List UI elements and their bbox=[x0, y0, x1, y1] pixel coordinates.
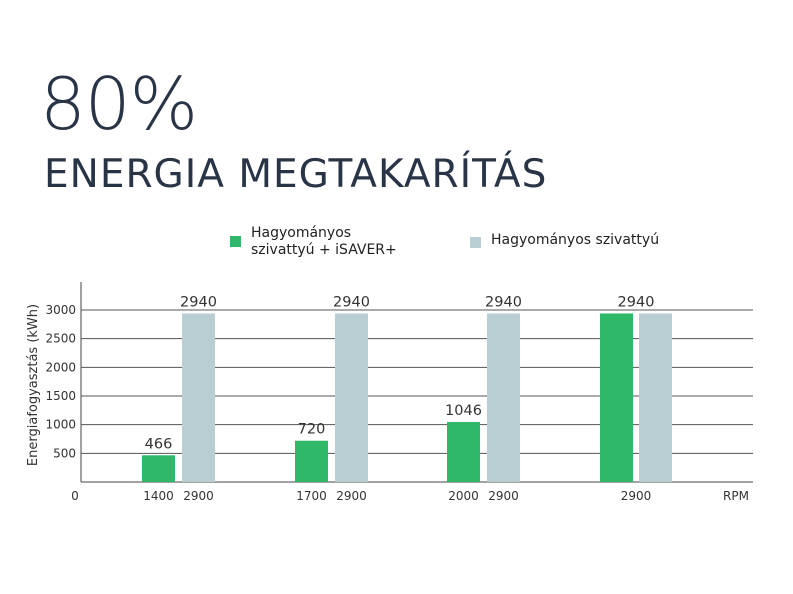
bar-conventional bbox=[335, 313, 368, 482]
x-tick-label-rpm: 1700 bbox=[296, 489, 327, 503]
legend-item-conventional: Hagyományos szivattyú bbox=[470, 225, 659, 249]
y-tick-label-zero: 0 bbox=[71, 489, 79, 503]
bar-isaver bbox=[600, 313, 633, 482]
x-axis-unit-label: RPM bbox=[723, 489, 749, 503]
page-title: ENERGIA MEGTAKARÍTÁS bbox=[44, 152, 548, 197]
y-tick-label: 1500 bbox=[45, 389, 76, 403]
x-tick-label-rpm: 2900 bbox=[621, 489, 652, 503]
bar-isaver bbox=[447, 422, 480, 482]
legend-label-isaver: Hagyományos szivattyú + iSAVER+ bbox=[251, 225, 397, 258]
bar-value-label: 2940 bbox=[333, 294, 370, 310]
x-tick-label-rpm: 2900 bbox=[488, 489, 519, 503]
bar-conventional bbox=[639, 313, 672, 482]
bar-conventional bbox=[487, 313, 520, 482]
legend-item-isaver: Hagyományos szivattyú + iSAVER+ bbox=[230, 225, 397, 259]
legend-swatch-conventional bbox=[470, 237, 481, 248]
y-tick-label: 2500 bbox=[45, 332, 76, 346]
bar-value-label: 2940 bbox=[485, 294, 522, 310]
bar-value-label: 2940 bbox=[180, 294, 217, 310]
legend-label-conventional: Hagyományos szivattyú bbox=[491, 232, 660, 248]
x-tick-label-rpm: 1400 bbox=[143, 489, 174, 503]
bar-isaver bbox=[142, 455, 175, 482]
x-tick-label-rpm: 2900 bbox=[183, 489, 214, 503]
savings-percent: 80% bbox=[40, 62, 198, 146]
x-tick-label-rpm: 2000 bbox=[448, 489, 479, 503]
x-tick-label-rpm: 2900 bbox=[336, 489, 367, 503]
y-tick-label: 2000 bbox=[45, 360, 76, 374]
bar-value-label: 2940 bbox=[618, 294, 655, 310]
bar-isaver bbox=[295, 440, 328, 482]
y-axis-title: Energiafogyasztás (kWh) bbox=[26, 304, 41, 466]
y-tick-label: 500 bbox=[53, 446, 76, 460]
y-tick-label: 3000 bbox=[45, 303, 76, 317]
bar-value-label: 720 bbox=[298, 422, 326, 438]
y-tick-label: 1000 bbox=[45, 418, 76, 432]
bar-value-label: 466 bbox=[145, 436, 173, 452]
legend-swatch-isaver bbox=[230, 236, 241, 247]
bar-conventional bbox=[182, 313, 215, 482]
bar-value-label: 1046 bbox=[445, 403, 482, 419]
